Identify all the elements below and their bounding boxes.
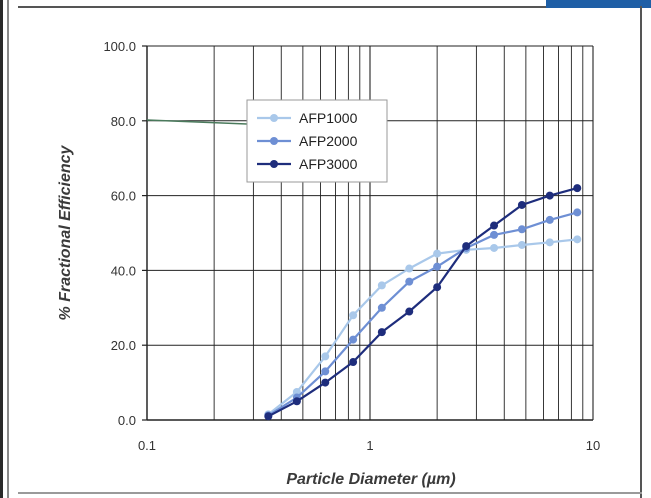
legend-connector-line — [146, 119, 248, 125]
x-axis-title: Particle Diameter (µm) — [286, 471, 455, 488]
axes — [142, 45, 593, 421]
legend-swatch-marker-afp3000 — [270, 160, 278, 168]
data-point-afp2000 — [545, 215, 554, 224]
data-point-afp3000 — [462, 242, 471, 251]
data-point-afp2000 — [517, 225, 526, 234]
x-tick-label: 0.1 — [138, 438, 156, 453]
data-point-afp1000 — [545, 238, 554, 247]
data-point-afp2000 — [349, 335, 358, 344]
data-point-afp1000 — [490, 243, 499, 252]
data-point-afp1000 — [349, 311, 358, 320]
data-point-afp1000 — [377, 281, 386, 290]
series-line-afp3000 — [267, 187, 578, 418]
legend-swatch-marker-afp1000 — [270, 114, 278, 122]
data-point-afp1000 — [573, 235, 582, 244]
legend: AFP1000 AFP2000 AFP3000 — [246, 99, 388, 183]
legend-label-afp3000: AFP3000 — [299, 156, 358, 172]
y-tick-label: 100.0 — [103, 39, 136, 54]
x-tick-labels: 0.1 1 10 — [138, 438, 600, 453]
y-axis-title: % Fractional Efficiency — [57, 144, 74, 320]
data-point-afp1000 — [433, 249, 442, 258]
data-point-afp3000 — [292, 397, 301, 406]
data-point-afp2000 — [573, 208, 582, 217]
data-point-afp3000 — [377, 328, 386, 337]
data-point-afp2000 — [321, 367, 330, 376]
x-tick-label: 1 — [366, 438, 373, 453]
data-point-afp2000 — [490, 230, 499, 239]
data-point-afp2000 — [405, 277, 414, 286]
data-point-afp1000 — [292, 387, 301, 396]
y-tick-label: 20.0 — [111, 338, 136, 353]
data-point-afp3000 — [573, 184, 582, 193]
y-tick-labels: 0.0 20.0 40.0 60.0 80.0 100.0 — [103, 39, 136, 428]
y-tick-label: 60.0 — [111, 189, 136, 204]
data-point-afp3000 — [517, 200, 526, 209]
series-line-afp1000 — [267, 238, 578, 416]
y-tick-label: 80.0 — [111, 114, 136, 129]
bottom-border-line — [18, 492, 642, 494]
left-border-bar — [0, 0, 3, 498]
corner-tab — [546, 0, 651, 8]
data-point-afp3000 — [264, 412, 273, 421]
legend-label-afp1000: AFP1000 — [299, 110, 358, 126]
data-point-afp1000 — [405, 264, 414, 273]
data-point-afp2000 — [377, 303, 386, 312]
data-point-afp1000 — [321, 352, 330, 361]
data-point-afp2000 — [433, 262, 442, 271]
data-point-afp1000 — [517, 240, 526, 249]
data-point-afp3000 — [490, 221, 499, 230]
y-tick-label: 40.0 — [111, 263, 136, 278]
x-tick-label: 10 — [586, 438, 600, 453]
legend-swatch-marker-afp2000 — [270, 137, 278, 145]
data-point-afp3000 — [405, 307, 414, 316]
data-point-afp3000 — [433, 283, 442, 292]
left-border-bar-inner — [7, 0, 9, 498]
right-border-line — [640, 6, 642, 498]
data-point-afp3000 — [349, 358, 358, 367]
series-line-afp2000 — [267, 211, 578, 417]
series-layer — [264, 184, 582, 421]
legend-label-afp2000: AFP2000 — [299, 133, 358, 149]
data-point-afp3000 — [321, 378, 330, 387]
y-tick-label: 0.0 — [118, 413, 136, 428]
data-point-afp3000 — [545, 191, 554, 200]
top-border-line — [18, 6, 651, 8]
